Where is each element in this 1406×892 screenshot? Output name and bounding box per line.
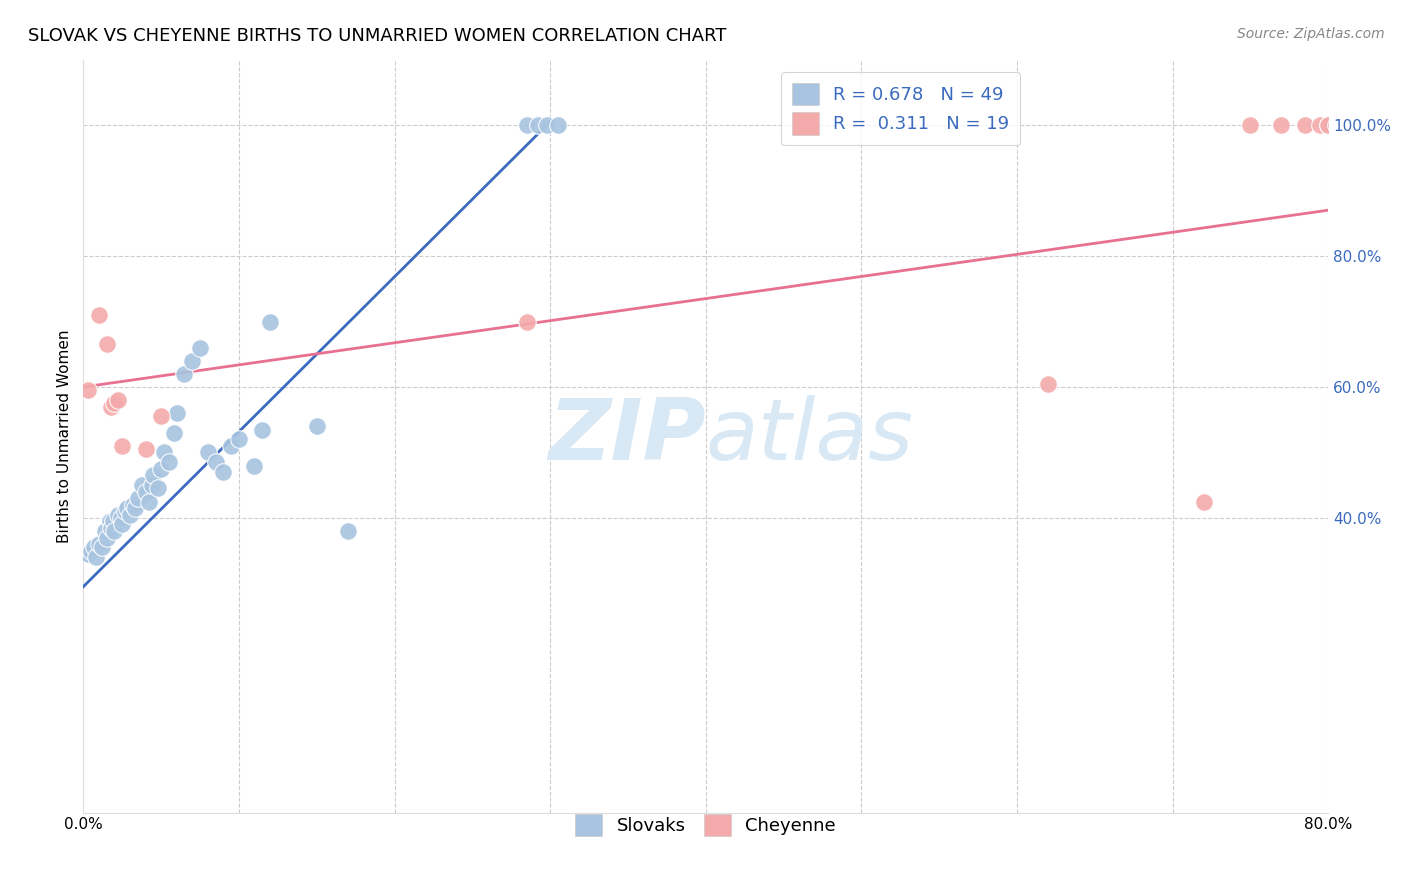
Point bbox=[305, 419, 328, 434]
Point bbox=[547, 118, 569, 132]
Point bbox=[103, 396, 125, 410]
Legend: Slovaks, Cheyenne: Slovaks, Cheyenne bbox=[567, 805, 845, 845]
Point bbox=[212, 465, 235, 479]
Point bbox=[1317, 118, 1340, 132]
Point bbox=[131, 478, 153, 492]
Point bbox=[197, 445, 219, 459]
Text: SLOVAK VS CHEYENNE BIRTHS TO UNMARRIED WOMEN CORRELATION CHART: SLOVAK VS CHEYENNE BIRTHS TO UNMARRIED W… bbox=[28, 27, 727, 45]
Point bbox=[173, 367, 195, 381]
Point bbox=[157, 455, 180, 469]
Point bbox=[146, 482, 169, 496]
Point bbox=[135, 484, 157, 499]
Point bbox=[1270, 118, 1292, 132]
Point bbox=[1309, 118, 1331, 132]
Point bbox=[150, 409, 173, 424]
Point bbox=[111, 439, 134, 453]
Point bbox=[526, 118, 548, 132]
Point bbox=[259, 314, 281, 328]
Point bbox=[124, 501, 146, 516]
Point bbox=[127, 491, 149, 506]
Text: Source: ZipAtlas.com: Source: ZipAtlas.com bbox=[1237, 27, 1385, 41]
Text: ZIP: ZIP bbox=[548, 394, 706, 477]
Point bbox=[243, 458, 266, 473]
Point bbox=[138, 494, 160, 508]
Point bbox=[166, 406, 188, 420]
Point bbox=[96, 337, 118, 351]
Point bbox=[1294, 118, 1316, 132]
Point bbox=[1317, 118, 1340, 132]
Point bbox=[1239, 118, 1261, 132]
Y-axis label: Births to Unmarried Women: Births to Unmarried Women bbox=[58, 329, 72, 543]
Point bbox=[110, 511, 132, 525]
Point bbox=[516, 314, 538, 328]
Point bbox=[77, 384, 100, 398]
Point bbox=[107, 508, 129, 522]
Point bbox=[84, 550, 107, 565]
Point bbox=[94, 524, 117, 538]
Point bbox=[516, 118, 538, 132]
Point bbox=[100, 521, 122, 535]
Point bbox=[162, 425, 184, 440]
Point bbox=[1036, 376, 1059, 391]
Point bbox=[219, 439, 242, 453]
Point bbox=[100, 400, 122, 414]
Point bbox=[252, 423, 274, 437]
Text: atlas: atlas bbox=[706, 394, 914, 477]
Point bbox=[96, 531, 118, 545]
Point bbox=[87, 537, 110, 551]
Point bbox=[101, 514, 124, 528]
Point bbox=[87, 308, 110, 322]
Point bbox=[142, 468, 165, 483]
Point bbox=[80, 543, 103, 558]
Point bbox=[141, 478, 163, 492]
Point bbox=[135, 442, 157, 457]
Point bbox=[103, 524, 125, 538]
Point bbox=[153, 445, 176, 459]
Point bbox=[150, 462, 173, 476]
Point bbox=[122, 498, 145, 512]
Point bbox=[204, 455, 226, 469]
Point bbox=[83, 541, 105, 555]
Point bbox=[181, 353, 204, 368]
Point bbox=[91, 541, 114, 555]
Point bbox=[107, 393, 129, 408]
Point bbox=[77, 547, 100, 561]
Point bbox=[228, 433, 250, 447]
Point bbox=[1324, 118, 1347, 132]
Point bbox=[111, 517, 134, 532]
Point bbox=[1192, 494, 1215, 508]
Point bbox=[115, 501, 138, 516]
Point bbox=[536, 118, 558, 132]
Point bbox=[336, 524, 359, 538]
Point bbox=[98, 514, 121, 528]
Point bbox=[188, 341, 211, 355]
Point bbox=[118, 508, 141, 522]
Point bbox=[114, 504, 136, 518]
